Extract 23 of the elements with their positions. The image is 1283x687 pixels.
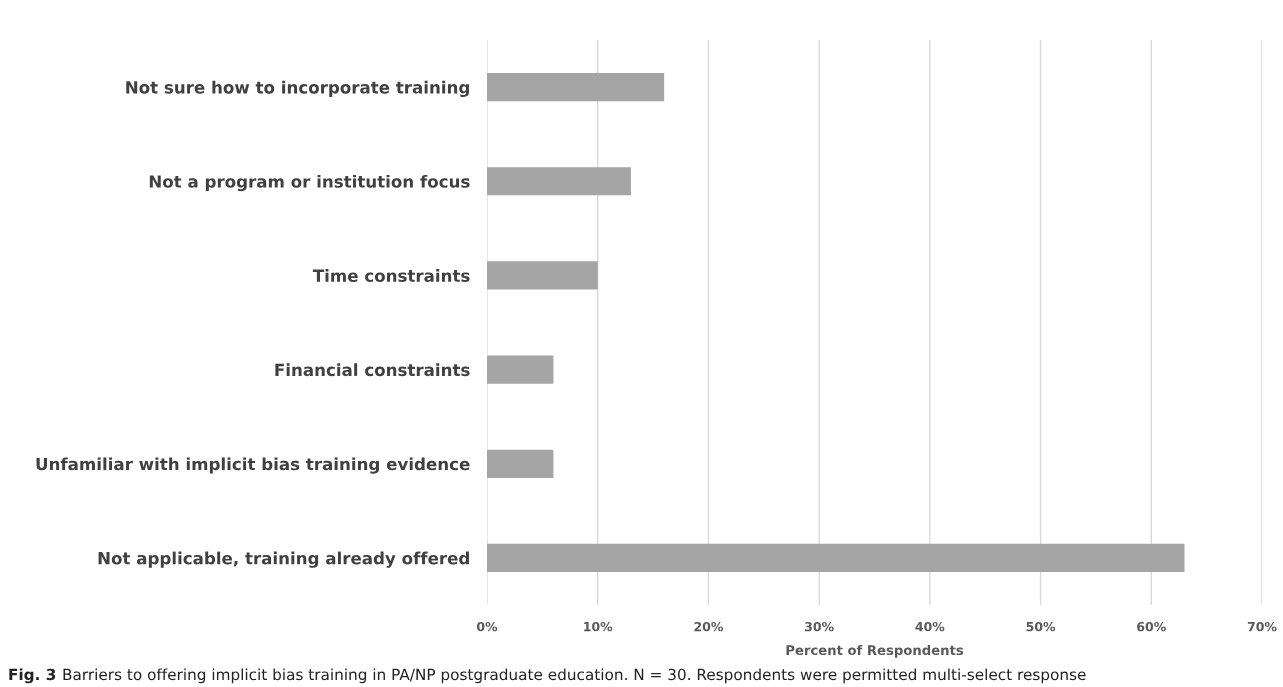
x-tick-label: 10% xyxy=(584,621,613,632)
text: Barriers to offering implicit bias training in PA/NP postgraduate education. N = 30. Respondents were permitted multi-select response xyxy=(63,668,1086,684)
bar xyxy=(487,261,598,290)
x-tick-label: 20% xyxy=(694,621,723,632)
x-tick-label: 70% xyxy=(1247,621,1277,632)
bar xyxy=(487,449,554,478)
caption: Fig. 3 xyxy=(9,668,56,684)
bar xyxy=(487,543,1185,573)
x-tick-label: 60% xyxy=(1137,621,1166,632)
y-tick-label: Time constraints xyxy=(312,269,470,282)
y-tick-label: Not applicable, training already offered xyxy=(98,551,469,568)
x-tick-label: 40% xyxy=(915,621,945,632)
y-tick-label: Not a program or institution focus xyxy=(149,174,470,192)
y-tick-label: Financial constraints xyxy=(275,363,470,377)
x-tick-label: 50% xyxy=(1026,621,1056,632)
y-tick-label: Unfamiliar with implicit bias training evidence xyxy=(36,457,470,474)
bar xyxy=(487,167,631,196)
bar xyxy=(487,355,554,384)
x-tick-label: 30% xyxy=(805,621,834,632)
x-axis-title: Percent of Respondents xyxy=(786,644,964,658)
x-tick-label: 0% xyxy=(476,621,498,632)
y-tick-label: Not sure how to incorporate training xyxy=(126,80,469,98)
bar xyxy=(487,72,665,102)
